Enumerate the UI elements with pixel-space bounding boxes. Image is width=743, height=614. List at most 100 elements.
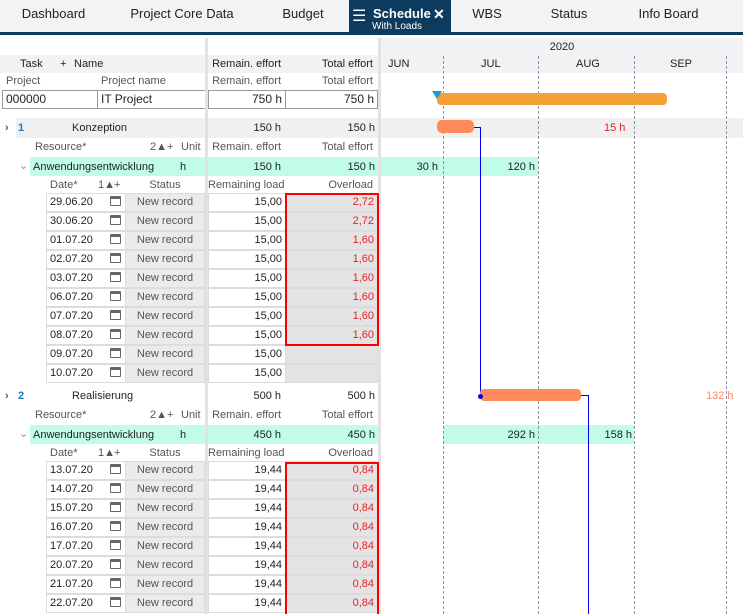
remaining-load-cell[interactable]: 19,44	[208, 537, 286, 556]
project-total-field[interactable]: 750 h	[285, 90, 378, 109]
calendar-icon[interactable]	[110, 310, 121, 320]
date-field[interactable]: 13.07.20	[46, 461, 126, 480]
pane-splitter-right[interactable]	[378, 38, 381, 614]
remaining-load-cell[interactable]: 19,44	[208, 575, 286, 594]
task-name[interactable]: Realisierung	[72, 390, 134, 402]
remaining-load-cell[interactable]: 15,00	[208, 326, 286, 345]
remaining-load-cell[interactable]: 19,44	[208, 518, 286, 537]
remaining-load-cell[interactable]: 19,44	[208, 499, 286, 518]
resource-row[interactable]	[30, 425, 205, 444]
collapse-chevron-icon[interactable]: ⌄	[19, 428, 29, 440]
date-header[interactable]: Date*	[50, 447, 78, 459]
date-field[interactable]: 03.07.20	[46, 269, 126, 288]
date-field[interactable]: 15.07.20	[46, 499, 126, 518]
resource-name[interactable]: Anwendungsentwicklung	[33, 429, 155, 441]
remaining-load-cell[interactable]: 15,00	[208, 250, 286, 269]
month-aug: AUG	[576, 58, 600, 70]
calendar-icon[interactable]	[110, 367, 121, 377]
date-field[interactable]: 10.07.20	[46, 364, 126, 383]
date-field[interactable]: 08.07.20	[46, 326, 126, 345]
date-field[interactable]: 22.07.20	[46, 594, 126, 613]
date-field[interactable]: 06.07.20	[46, 288, 126, 307]
remaining-load-cell[interactable]: 19,44	[208, 480, 286, 499]
date-field[interactable]: 20.07.20	[46, 556, 126, 575]
calendar-icon[interactable]	[110, 329, 121, 339]
expand-chevron-icon[interactable]: ›	[5, 122, 9, 134]
date-field[interactable]: 17.07.20	[46, 537, 126, 556]
pane-splitter-left[interactable]	[205, 38, 208, 614]
calendar-icon[interactable]	[110, 521, 121, 531]
total-effort-header[interactable]: Total effort	[321, 58, 373, 70]
remaining-load-cell[interactable]: 15,00	[208, 231, 286, 250]
date-field[interactable]: 09.07.20	[46, 345, 126, 364]
calendar-icon[interactable]	[110, 234, 121, 244]
remaining-load-cell[interactable]: 15,00	[208, 288, 286, 307]
calendar-icon[interactable]	[110, 348, 121, 358]
resource-row[interactable]	[30, 157, 205, 176]
tab-status[interactable]: Status	[550, 6, 588, 21]
remaining-load-cell[interactable]: 15,00	[208, 364, 286, 383]
collapse-chevron-icon[interactable]: ⌄	[19, 160, 29, 172]
date-field[interactable]: 02.07.20	[46, 250, 126, 269]
calendar-icon[interactable]	[110, 483, 121, 493]
date-field[interactable]: 14.07.20	[46, 480, 126, 499]
close-icon[interactable]: ✕	[433, 6, 445, 22]
resource-name[interactable]: Anwendungsentwicklung	[33, 161, 155, 173]
calendar-icon[interactable]	[110, 215, 121, 225]
menu-icon[interactable]: ☰	[352, 8, 367, 25]
project-id-field[interactable]: 000000	[2, 90, 98, 109]
remaining-load-cell[interactable]: 15,00	[208, 307, 286, 326]
sort-indicator[interactable]: 1▲	[98, 447, 116, 459]
calendar-icon[interactable]	[110, 502, 121, 512]
remaining-load-cell[interactable]: 15,00	[208, 193, 286, 212]
date-field[interactable]: 21.07.20	[46, 575, 126, 594]
add-date-button[interactable]: +	[114, 179, 121, 191]
remaining-load-cell[interactable]: 19,44	[208, 461, 286, 480]
add-task-button[interactable]: +	[60, 58, 67, 70]
tab-project-core-data[interactable]: Project Core Data	[130, 6, 234, 21]
task-bar-realisierung[interactable]	[480, 389, 581, 401]
project-name-field[interactable]: IT Project	[97, 90, 207, 109]
add-resource-button[interactable]: +	[167, 141, 174, 153]
remaining-load-cell[interactable]: 15,00	[208, 269, 286, 288]
project-remain-field[interactable]: 750 h	[208, 90, 286, 109]
date-field[interactable]: 01.07.20	[46, 231, 126, 250]
tab-budget[interactable]: Budget	[282, 6, 324, 21]
remain-effort-header[interactable]: Remain. effort	[212, 58, 281, 70]
add-resource-button[interactable]: +	[167, 409, 174, 421]
sort-indicator[interactable]: 2▲	[150, 141, 168, 153]
remaining-load-cell[interactable]: 15,00	[208, 212, 286, 231]
remaining-load-cell[interactable]: 19,44	[208, 594, 286, 613]
task-bar-konzeption[interactable]	[437, 120, 474, 133]
sort-indicator[interactable]: 1▲	[98, 179, 116, 191]
tab-schedule[interactable]: ☰ Schedule With Loads ✕	[349, 0, 451, 32]
date-field[interactable]: 16.07.20	[46, 518, 126, 537]
date-field[interactable]: 07.07.20	[46, 307, 126, 326]
project-bar[interactable]	[437, 93, 667, 105]
remaining-load-cell[interactable]: 19,44	[208, 556, 286, 575]
calendar-icon[interactable]	[110, 464, 121, 474]
tab-bar: Dashboard Project Core Data Budget ☰ Sch…	[0, 0, 743, 35]
sort-indicator[interactable]: 2▲	[150, 409, 168, 421]
task-column-header[interactable]: Task	[20, 58, 43, 70]
calendar-icon[interactable]	[110, 196, 121, 206]
task-name[interactable]: Konzeption	[72, 122, 128, 134]
calendar-icon[interactable]	[110, 291, 121, 301]
resource-header[interactable]: Resource*	[35, 409, 87, 421]
calendar-icon[interactable]	[110, 559, 121, 569]
name-column-header[interactable]: Name	[74, 58, 104, 70]
add-date-button[interactable]: +	[114, 447, 121, 459]
expand-chevron-icon[interactable]: ›	[5, 390, 9, 402]
tab-dashboard[interactable]: Dashboard	[21, 6, 86, 21]
calendar-icon[interactable]	[110, 597, 121, 607]
calendar-icon[interactable]	[110, 540, 121, 550]
calendar-icon[interactable]	[110, 253, 121, 263]
date-header[interactable]: Date*	[50, 179, 78, 191]
date-field[interactable]: 29.06.20	[46, 193, 126, 212]
resource-header[interactable]: Resource*	[35, 141, 87, 153]
calendar-icon[interactable]	[110, 578, 121, 588]
tab-wbs[interactable]: WBS	[472, 6, 502, 21]
calendar-icon[interactable]	[110, 272, 121, 282]
remaining-load-cell[interactable]: 15,00	[208, 345, 286, 364]
tab-info-board[interactable]: Info Board	[638, 6, 699, 21]
